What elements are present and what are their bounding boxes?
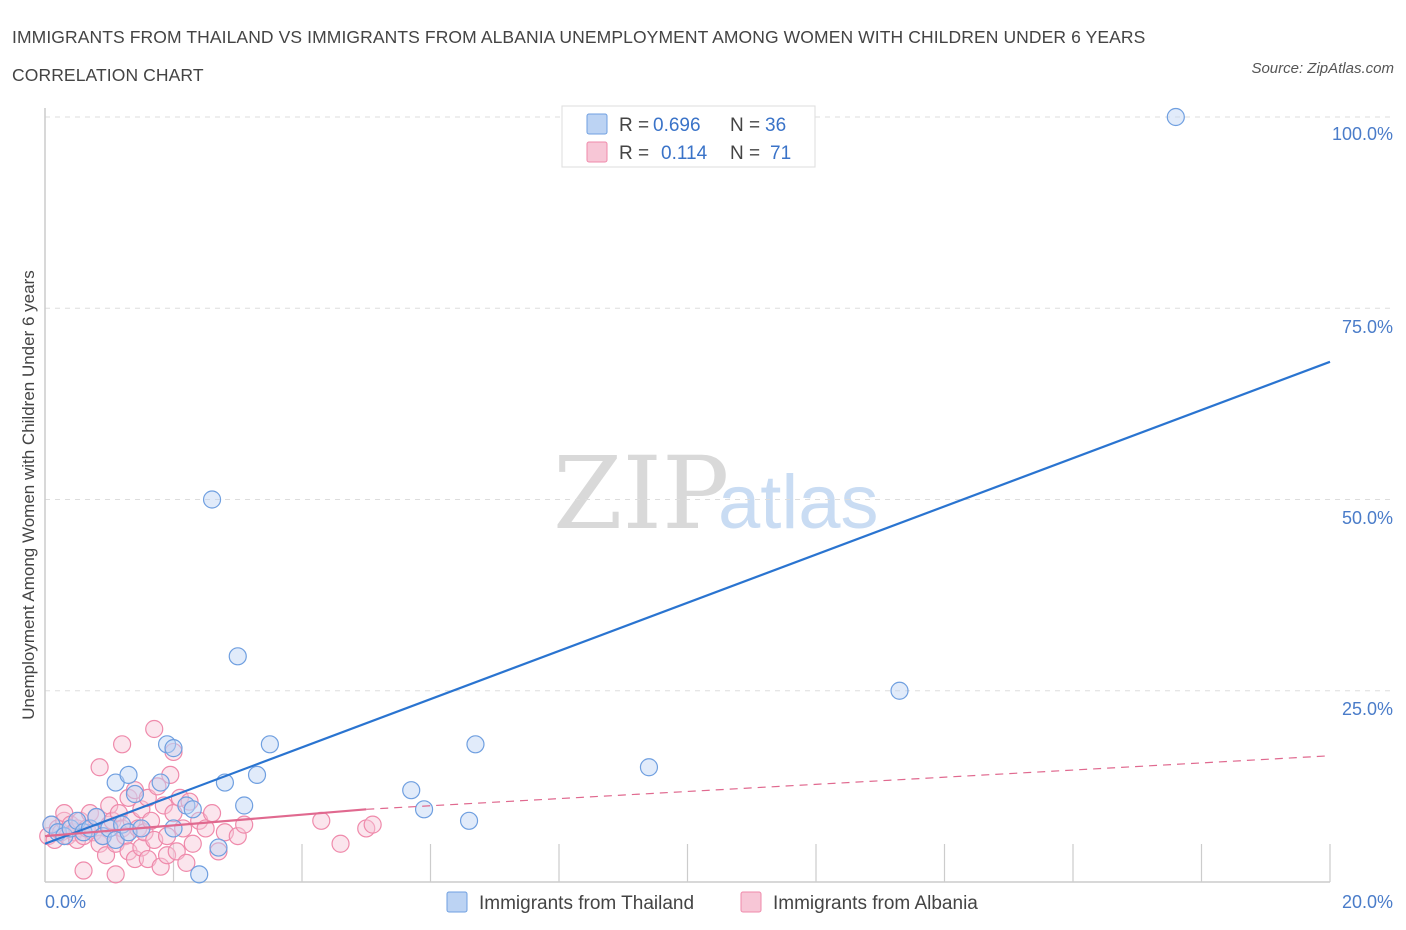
y-tick-label-75: 75.0% [1342, 317, 1393, 337]
albania-point [90, 758, 109, 777]
thailand-point [119, 765, 138, 785]
albania-point [112, 735, 132, 754]
thailand-point [459, 811, 479, 830]
thailand-point [247, 765, 267, 785]
x-minor-ticks [172, 844, 1331, 882]
albania-point [100, 796, 119, 815]
legend-n-value-thailand: 36 [765, 115, 786, 136]
y-tick-label-25: 25.0% [1342, 699, 1393, 719]
legend-n-label-albania: N = [730, 143, 760, 164]
thailand-point [466, 735, 485, 754]
series-legend: Immigrants from Thailand Immigrants from… [446, 891, 978, 914]
source-credit: Source: ZipAtlas.com [1251, 60, 1394, 77]
albania-point [145, 719, 164, 739]
bottom-legend-label-albania: Immigrants from Albania [773, 893, 978, 914]
legend-n-label-thailand: N = [730, 115, 760, 136]
legend-swatch-albania [586, 141, 608, 163]
thailand-point [183, 800, 202, 819]
legend-r-label-thailand: R = [619, 115, 649, 136]
thailand-point [202, 490, 222, 509]
albania-point [151, 857, 170, 876]
thailand-point [164, 819, 183, 838]
y-axis-title: Unemployment Among Women with Children U… [19, 270, 38, 719]
albania-point [161, 765, 180, 785]
albania-point [141, 811, 161, 830]
albania-point [177, 853, 196, 872]
albania-point [202, 804, 222, 823]
trend-lines [44, 360, 1331, 845]
thailand-point [890, 681, 909, 700]
bottom-legend-swatch-albania [740, 891, 762, 913]
albania-trend-line [44, 808, 367, 838]
legend-r-value-thailand: 0.696 [653, 115, 701, 136]
thailand-points [42, 107, 1185, 884]
thailand-point [260, 735, 279, 754]
legend-r-value-albania: 0.114 [661, 143, 708, 164]
albania-point [228, 826, 247, 846]
watermark: ZIP atlas [553, 435, 879, 552]
thailand-point [209, 838, 228, 857]
y-tick-labels: 25.0% 50.0% 75.0% 100.0% [1332, 124, 1393, 719]
grid-lines [45, 116, 1392, 692]
legend-swatch-thailand [586, 113, 608, 135]
y-tick-label-50: 50.0% [1342, 508, 1393, 528]
thailand-point [190, 865, 209, 884]
thailand-point [235, 796, 254, 815]
albania-point [74, 861, 93, 880]
thailand-point [1166, 107, 1185, 127]
albania-point [183, 834, 202, 853]
albania-point [157, 846, 177, 865]
legend-n-value-albania: 71 [770, 143, 791, 164]
thailand-point [228, 647, 247, 666]
thailand-point [402, 781, 421, 800]
watermark-zip: ZIP [553, 435, 729, 552]
thailand-point [151, 773, 170, 792]
albania-point [209, 842, 228, 861]
y-tick-label-100: 100.0% [1332, 124, 1393, 144]
thailand-point [639, 758, 659, 777]
albania-point [312, 811, 331, 830]
bottom-legend-swatch-thailand [446, 891, 468, 913]
thailand-point [125, 784, 145, 804]
watermark-atlas: atlas [718, 460, 879, 545]
legend-r-label-albania: R = [619, 143, 649, 164]
bottom-legend-label-thailand: Immigrants from Thailand [479, 893, 694, 914]
thailand-point [414, 800, 434, 819]
albania-point [363, 815, 382, 834]
chart-title: IMMIGRANTS FROM THAILAND VS IMMIGRANTS F… [12, 27, 1146, 85]
albania-point [331, 834, 350, 853]
albania-trend-extension [366, 755, 1331, 810]
correlation-legend: R = 0.696 N = 36 R = 0.114 N = 71 [561, 105, 816, 168]
thailand-trend-line [44, 360, 1331, 845]
albania-points [39, 719, 382, 884]
albania-point [106, 865, 125, 884]
thailand-point [164, 739, 183, 758]
albania-point [196, 819, 215, 838]
x-tick-label-max: 20.0% [1342, 892, 1393, 912]
x-tick-label-min: 0.0% [45, 892, 86, 912]
albania-point [125, 849, 145, 869]
